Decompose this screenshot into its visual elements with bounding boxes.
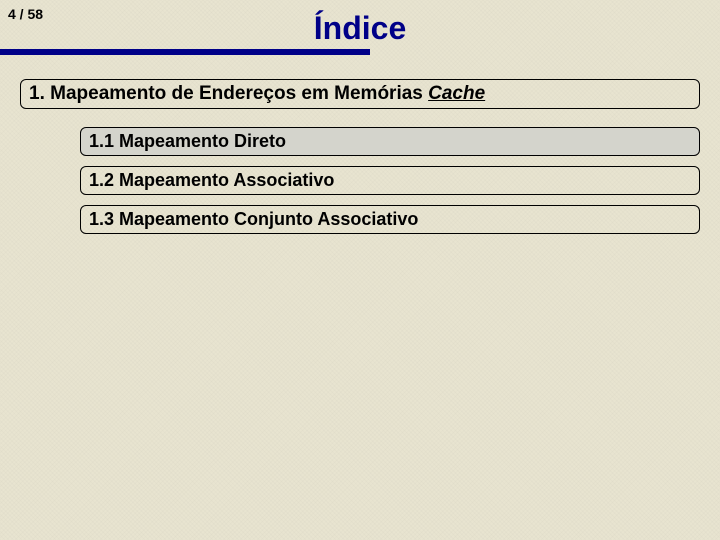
toc-sub-row: 1.1 Mapeamento Direto [80,127,700,156]
toc-main-row: 1. Mapeamento de Endereços em Memórias C… [20,79,700,109]
toc-sub-list: 1.1 Mapeamento Direto 1.2 Mapeamento Ass… [20,119,700,234]
page-total: 58 [27,6,43,22]
page-sep: / [16,6,28,22]
toc-sub-row: 1.2 Mapeamento Associativo [80,166,700,195]
toc-sub-label: 1.1 Mapeamento Direto [89,131,286,151]
toc-sub-label: 1.2 Mapeamento Associativo [89,170,334,190]
toc: 1. Mapeamento de Endereços em Memórias C… [0,55,720,234]
toc-sub-row: 1.3 Mapeamento Conjunto Associativo [80,205,700,234]
page-title: Índice [310,10,410,49]
page-counter: 4 / 58 [8,6,43,22]
title-block: Índice [0,0,720,49]
toc-sub-label: 1.3 Mapeamento Conjunto Associativo [89,209,418,229]
toc-main-emph: Cache [428,83,485,104]
page-current: 4 [8,6,16,22]
toc-main-prefix: 1. Mapeamento de Endereços em Memórias [29,83,428,104]
